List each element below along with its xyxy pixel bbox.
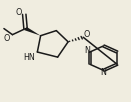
Text: O: O [16,8,22,17]
Text: O: O [83,30,90,39]
Text: N: N [84,46,90,55]
Text: HN: HN [24,53,35,62]
Text: N: N [101,68,106,77]
Polygon shape [24,27,41,36]
Text: O: O [3,34,10,43]
